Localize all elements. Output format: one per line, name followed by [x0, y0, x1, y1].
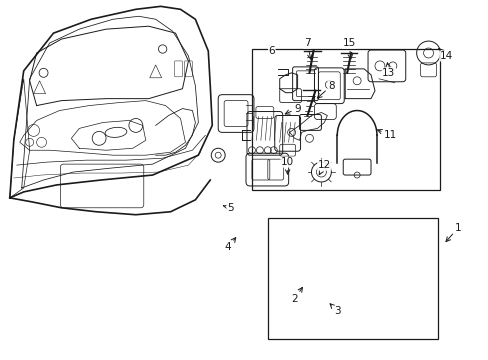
Text: 12: 12	[317, 160, 330, 175]
Text: 14: 14	[438, 48, 452, 61]
Text: 5: 5	[223, 203, 233, 213]
Text: 4: 4	[224, 238, 235, 252]
Text: 13: 13	[382, 63, 395, 78]
Text: 10: 10	[281, 157, 294, 174]
FancyBboxPatch shape	[267, 218, 438, 339]
Text: 2: 2	[291, 287, 302, 304]
Text: 11: 11	[377, 130, 397, 140]
Text: 7: 7	[304, 38, 311, 59]
Text: 6: 6	[268, 46, 275, 56]
Text: 9: 9	[285, 104, 300, 114]
Text: 3: 3	[329, 304, 340, 316]
FancyBboxPatch shape	[251, 49, 440, 190]
Text: 15: 15	[342, 38, 355, 59]
Text: 8: 8	[317, 81, 334, 98]
Text: 1: 1	[445, 222, 461, 242]
